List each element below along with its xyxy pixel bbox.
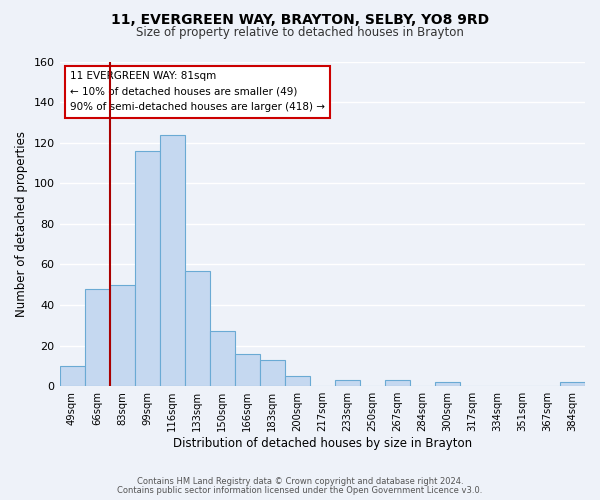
Bar [160, 134, 185, 386]
Text: Size of property relative to detached houses in Brayton: Size of property relative to detached ho… [136, 26, 464, 39]
Text: Contains HM Land Registry data © Crown copyright and database right 2024.: Contains HM Land Registry data © Crown c… [137, 477, 463, 486]
X-axis label: Distribution of detached houses by size in Brayton: Distribution of detached houses by size … [173, 437, 472, 450]
Text: 11 EVERGREEN WAY: 81sqm
← 10% of detached houses are smaller (49)
90% of semi-de: 11 EVERGREEN WAY: 81sqm ← 10% of detache… [70, 71, 325, 112]
Bar [260, 360, 285, 386]
Bar [560, 382, 585, 386]
Bar [85, 289, 110, 386]
Bar [134, 151, 160, 386]
Bar [209, 332, 235, 386]
Bar [110, 284, 134, 386]
Bar [235, 354, 260, 386]
Bar [285, 376, 310, 386]
Bar [335, 380, 360, 386]
Text: Contains public sector information licensed under the Open Government Licence v3: Contains public sector information licen… [118, 486, 482, 495]
Text: 11, EVERGREEN WAY, BRAYTON, SELBY, YO8 9RD: 11, EVERGREEN WAY, BRAYTON, SELBY, YO8 9… [111, 12, 489, 26]
Bar [185, 270, 209, 386]
Bar [385, 380, 410, 386]
Bar [435, 382, 460, 386]
Bar [59, 366, 85, 386]
Y-axis label: Number of detached properties: Number of detached properties [15, 131, 28, 317]
